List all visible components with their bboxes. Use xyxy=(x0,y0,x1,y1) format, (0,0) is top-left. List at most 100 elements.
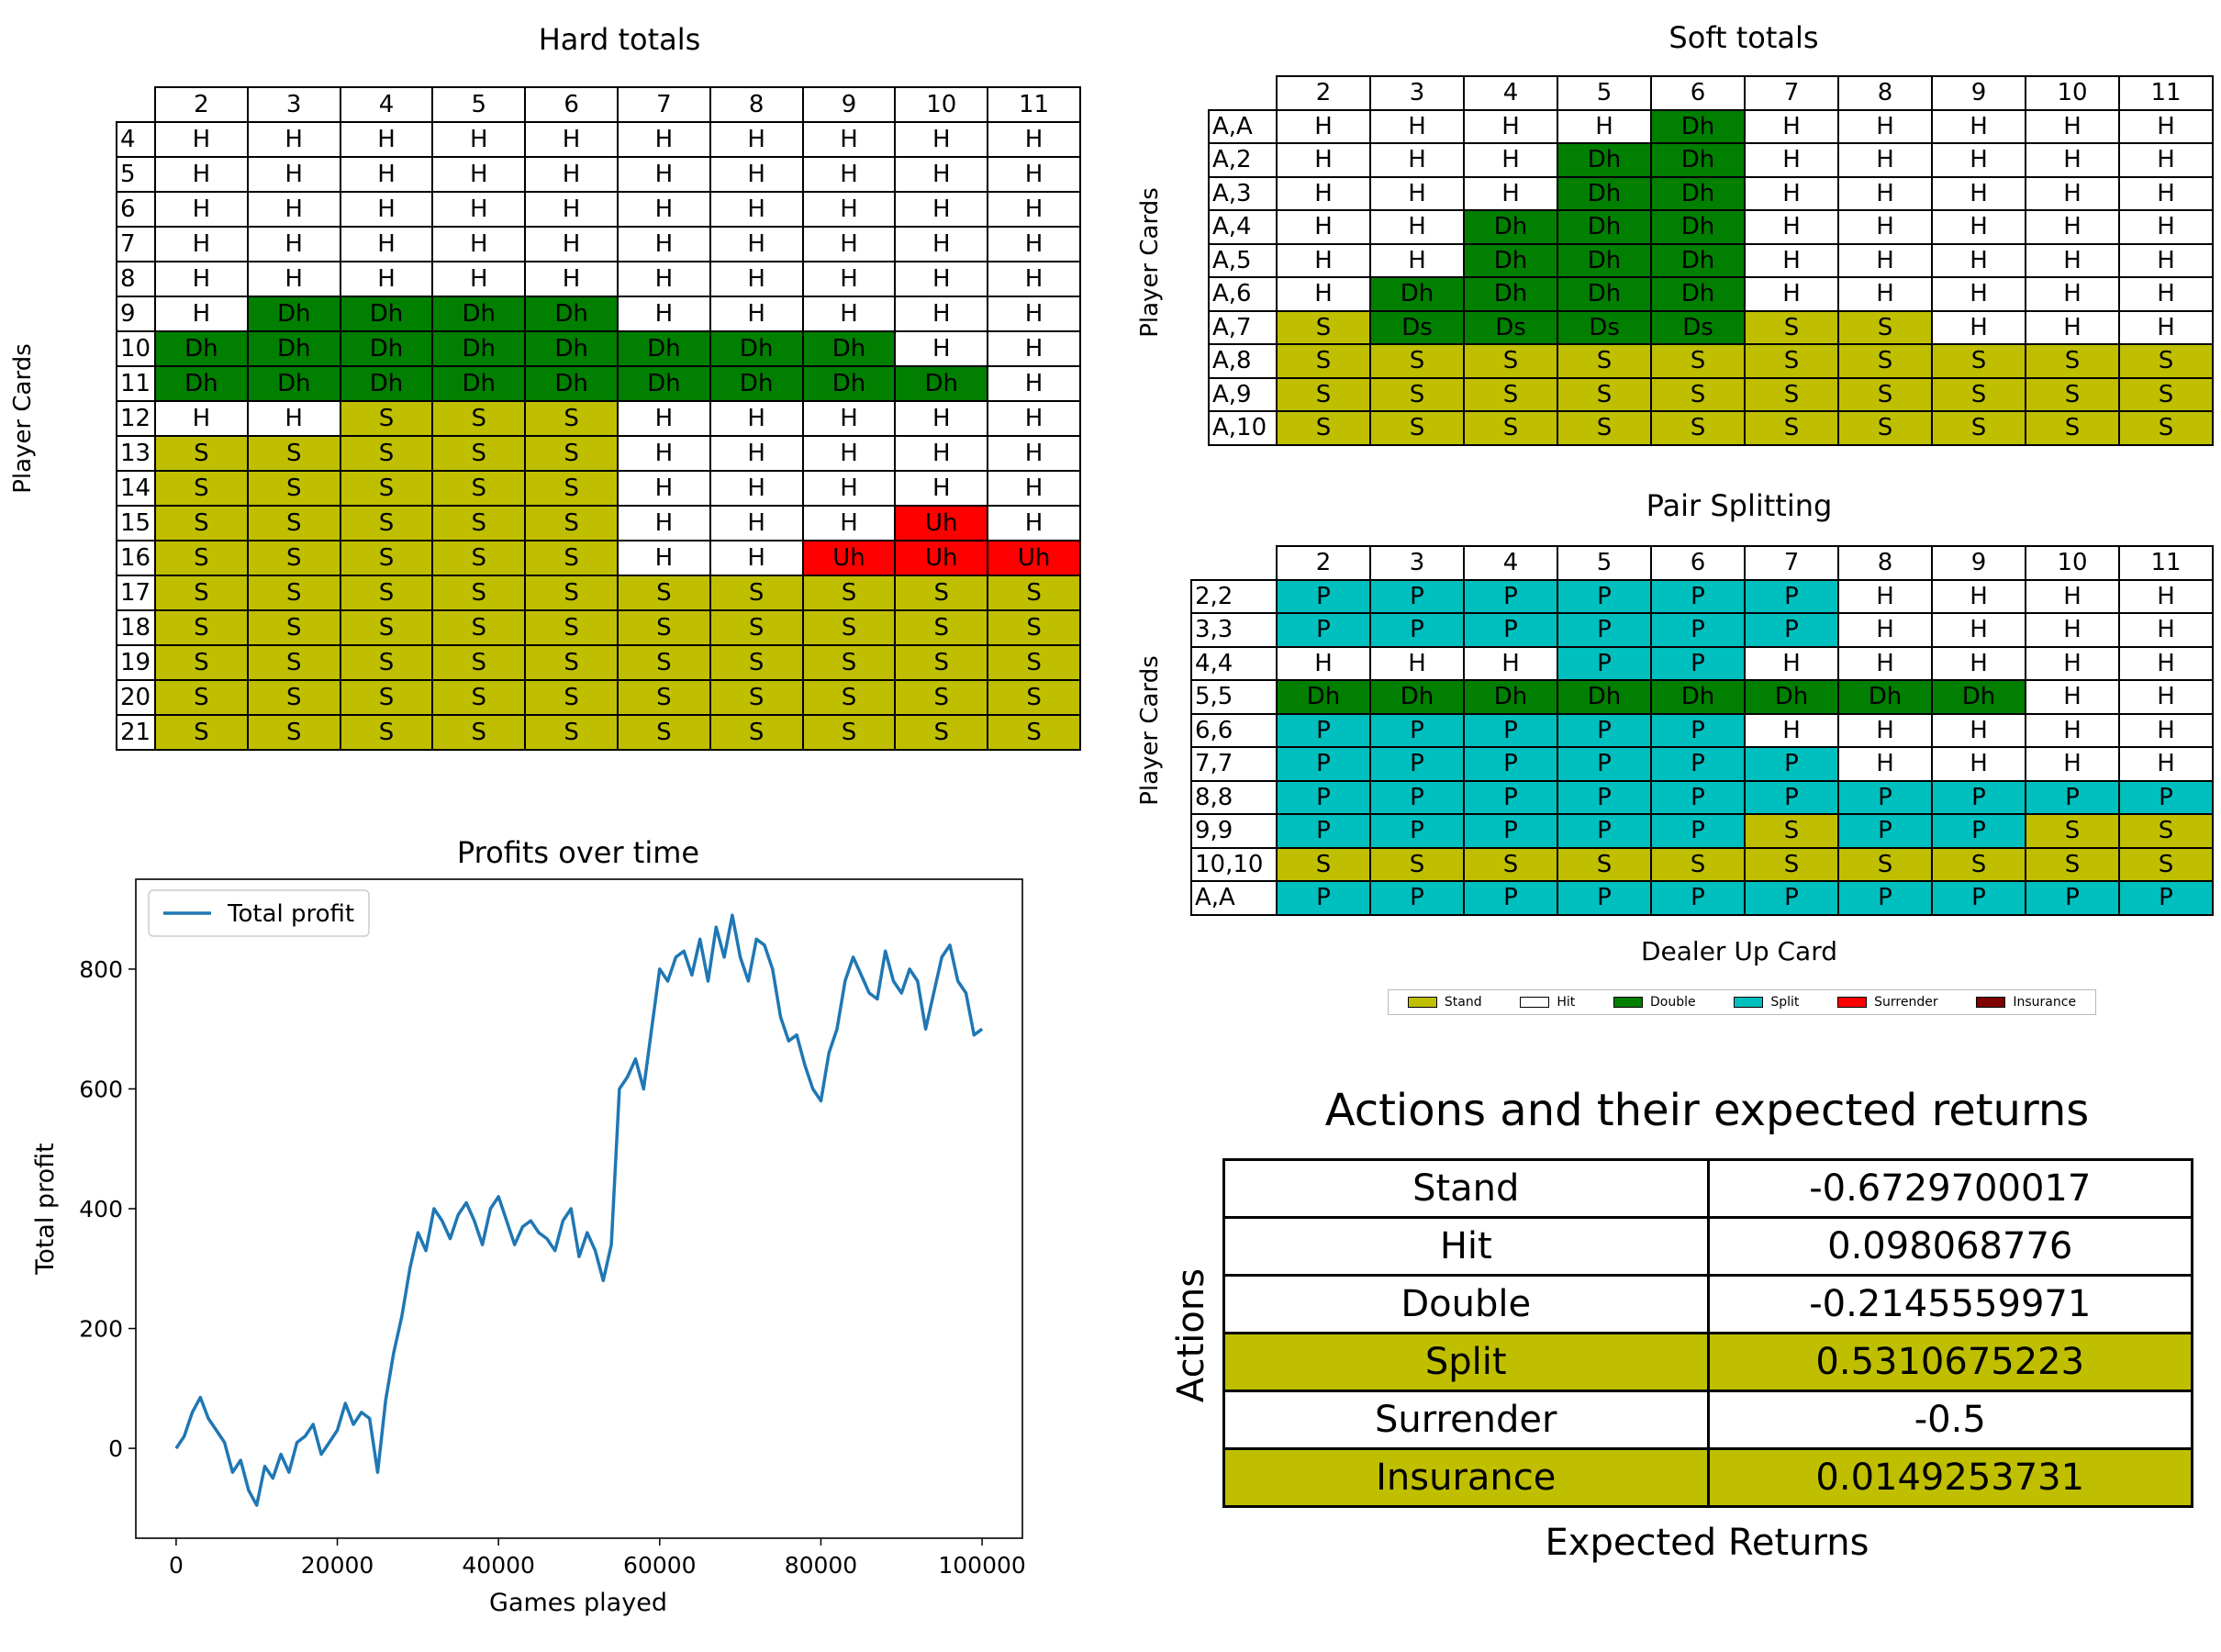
hard-totals-cell: H xyxy=(801,156,897,193)
soft-totals-cell: H xyxy=(2025,309,2120,345)
soft-totals-row: A,10 S S S S S S S S S S xyxy=(1208,410,2214,446)
pair-splitting-cell: P xyxy=(1557,578,1652,614)
hard-totals-cell: H xyxy=(709,505,804,541)
hard-totals-cell: H xyxy=(709,540,804,576)
pair-splitting-cell: P xyxy=(1276,712,1371,748)
soft-totals-cell: S xyxy=(1837,410,1933,446)
hard-totals-cell: S xyxy=(154,679,249,716)
hard-totals-row-label: 13 xyxy=(116,435,156,472)
soft-totals-cell: S xyxy=(1837,376,1933,412)
pair-splitting-row-label: 7,7 xyxy=(1190,746,1278,782)
hard-totals-cell: S xyxy=(154,435,249,472)
pair-splitting-col-header: 2 xyxy=(1276,545,1371,581)
soft-totals-cell: H xyxy=(1744,175,1839,211)
profits-chart: Profits over time 0 20000 40000 60000 80000 1… xyxy=(31,835,1026,1617)
pair-splitting-col-header: 5 xyxy=(1557,545,1652,581)
x-tick-label: 0 xyxy=(169,1552,184,1579)
pair-splitting-cell: S xyxy=(1744,846,1839,882)
soft-totals-col-header: 3 xyxy=(1369,75,1465,111)
pair-splitting-cell: H xyxy=(1369,645,1465,681)
hard-totals-cell: S xyxy=(431,679,527,716)
hard-totals-cell: H xyxy=(616,540,711,576)
pair-splitting-cell: P xyxy=(1650,645,1746,681)
hard-totals-row: 14 S S S S S H H H H H xyxy=(116,470,1081,507)
pair-splitting-row-label: 4,4 xyxy=(1190,645,1278,681)
soft-totals-cell: H xyxy=(1744,242,1839,278)
expected-return-value: -0.2145559971 xyxy=(1706,1274,2193,1334)
soft-totals-cell: H xyxy=(2025,242,2120,278)
hard-totals-cell: Uh xyxy=(894,540,989,576)
soft-totals-cell: S xyxy=(1276,343,1371,379)
y-tick-label: 400 xyxy=(79,1196,123,1222)
soft-totals-cell: H xyxy=(2118,276,2214,312)
hard-totals-row-label: 4 xyxy=(116,121,156,158)
soft-totals-row: A,7 S Ds Ds Ds Ds S S H H H xyxy=(1208,309,2214,345)
hard-totals-cell: S xyxy=(894,714,989,751)
hard-totals-cell: S xyxy=(894,575,989,611)
pair-splitting-cell: P xyxy=(1463,612,1558,648)
legend-swatch xyxy=(1837,997,1868,1008)
action-name: Surrender xyxy=(1222,1390,1710,1450)
pair-splitting-cell: P xyxy=(1650,779,1746,815)
soft-totals-cell: Dh xyxy=(1557,175,1652,211)
soft-totals-row-label: A,7 xyxy=(1208,309,1278,345)
hard-totals-cell: H xyxy=(801,470,897,507)
pair-splitting-xlabel: Dealer Up Card xyxy=(1640,936,1838,966)
pair-splitting-cell: P xyxy=(1837,779,1933,815)
hard-totals-cell: S xyxy=(987,714,1081,751)
soft-totals-cell: H xyxy=(1837,209,1933,245)
pair-splitting-cell: Dh xyxy=(1463,679,1558,715)
hard-totals-cell: S xyxy=(246,609,341,646)
pair-splitting-cell: H xyxy=(2118,645,2214,681)
pair-splitting-cell: P xyxy=(1837,880,1933,916)
soft-totals-cell: Dh xyxy=(1650,108,1746,144)
y-tick-label: 200 xyxy=(79,1316,123,1343)
pair-splitting-row: 5,5 Dh Dh Dh Dh Dh Dh Dh Dh H H xyxy=(1190,679,2214,715)
pair-splitting-col-header: 10 xyxy=(2025,545,2120,581)
pair-splitting-cell: P xyxy=(1369,612,1465,648)
hard-totals-cell: S xyxy=(987,609,1081,646)
soft-totals-cell: H xyxy=(1931,175,2026,211)
pair-splitting-cell: P xyxy=(1557,779,1652,815)
soft-totals-cell: Ds xyxy=(1650,309,1746,345)
hard-totals-cell: H xyxy=(987,226,1081,262)
hard-totals-cell: S xyxy=(246,470,341,507)
soft-totals-col-header: 7 xyxy=(1744,75,1839,111)
hard-totals-cell: H xyxy=(709,226,804,262)
hard-totals-cell: Uh xyxy=(894,505,989,541)
soft-totals-cell: S xyxy=(1463,376,1558,412)
pair-splitting-cell: P xyxy=(1369,779,1465,815)
pair-splitting-cell: P xyxy=(1744,746,1839,782)
hard-totals-cell: S xyxy=(339,714,434,751)
y-tick-label: 0 xyxy=(108,1435,123,1462)
soft-totals-cell: H xyxy=(1369,242,1465,278)
hard-totals-row: 12 H H S S S H H H H H xyxy=(116,400,1081,437)
soft-totals-row-label: A,4 xyxy=(1208,209,1278,245)
soft-totals-row-label: A,5 xyxy=(1208,242,1278,278)
soft-totals-cell: H xyxy=(2025,142,2120,178)
hard-totals-cell: S xyxy=(524,505,619,541)
pair-splitting-cell: H xyxy=(1931,712,2026,748)
hard-totals-cell: H xyxy=(801,400,897,437)
pair-splitting-cell: P xyxy=(1931,779,2026,815)
soft-totals-cell: H xyxy=(1931,142,2026,178)
soft-totals-col-header: 6 xyxy=(1650,75,1746,111)
hard-totals-cell: H xyxy=(801,505,897,541)
pair-splitting-cell: H xyxy=(2025,712,2120,748)
profits-chart-legend: Total profit xyxy=(148,889,370,937)
soft-totals-cell: S xyxy=(1837,309,1933,345)
pair-splitting-row: 3,3 P P P P P P H H H H xyxy=(1190,612,2214,648)
pair-splitting-cell: H xyxy=(1837,746,1933,782)
hard-totals-cell: H xyxy=(987,191,1081,228)
soft-totals-corner xyxy=(1209,76,1277,110)
soft-totals-cell: H xyxy=(1276,142,1371,178)
hard-totals-cell: H xyxy=(709,400,804,437)
profits-chart-xlabel: Games played xyxy=(489,1589,667,1617)
soft-totals-cell: H xyxy=(1744,276,1839,312)
soft-totals-cell: H xyxy=(1837,242,1933,278)
pair-splitting-cell: S xyxy=(2025,846,2120,882)
pair-splitting-cell: P xyxy=(1463,779,1558,815)
pair-splitting-cell: H xyxy=(1837,712,1933,748)
